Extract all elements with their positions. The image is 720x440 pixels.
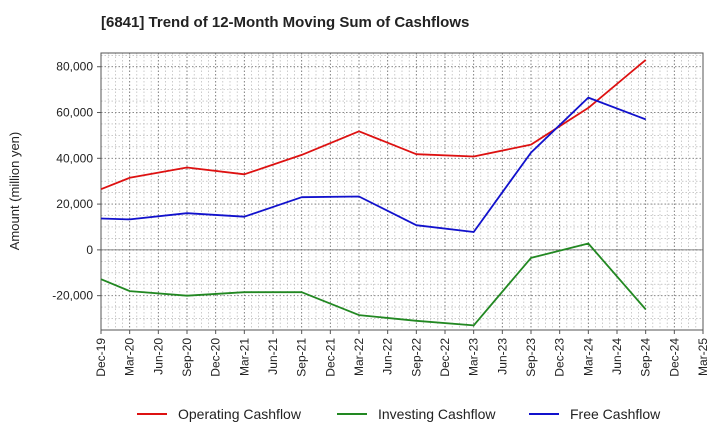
x-tick-label: Dec-19	[94, 338, 108, 377]
x-tick-label: Mar-20	[123, 338, 137, 376]
y-tick-label: 0	[86, 243, 93, 257]
x-tick-label: Mar-24	[581, 338, 595, 376]
x-tick-label: Jun-21	[266, 338, 280, 375]
series-lines	[100, 59, 647, 327]
y-tick-label: -20,000	[52, 289, 93, 303]
y-tick-label: 20,000	[56, 197, 93, 211]
x-tick-label: Dec-24	[667, 338, 681, 377]
x-tick-label: Dec-21	[323, 338, 337, 377]
y-axis-title: Amount (million yen)	[7, 132, 22, 251]
y-axis-ticks: 80,000 60,000 40,000 20,000 0 -20,000	[52, 60, 101, 303]
x-tick-label: Sep-22	[409, 338, 423, 377]
y-tick-label: 40,000	[56, 151, 93, 165]
x-tick-label: Dec-20	[209, 338, 223, 377]
x-tick-label: Jun-24	[610, 338, 624, 375]
x-tick-label: Mar-22	[352, 338, 366, 376]
x-tick-label: Sep-23	[524, 338, 538, 377]
y-tick-label: 60,000	[56, 106, 93, 120]
legend-label-operating-cashflow: Operating Cashflow	[178, 406, 302, 422]
x-tick-label: Dec-23	[553, 338, 567, 377]
x-tick-label: Mar-21	[237, 338, 251, 376]
chart-title: [6841] Trend of 12-Month Moving Sum of C…	[101, 14, 470, 31]
investing-cashflow-line	[100, 242, 647, 327]
grid-lines	[100, 53, 704, 331]
plot-frame	[100, 52, 704, 331]
legend-label-investing-cashflow: Investing Cashflow	[378, 406, 496, 422]
x-axis-ticks: Dec-19 Mar-20 Jun-20 Sep-20 Dec-20 Mar-21 Jun-…	[94, 330, 710, 377]
y-tick-label: 80,000	[56, 60, 93, 74]
free-cashflow-line	[100, 96, 647, 233]
x-tick-label: Sep-21	[295, 338, 309, 377]
x-tick-label: Jun-22	[381, 338, 395, 375]
x-tick-label: Jun-23	[495, 338, 509, 375]
x-tick-label: Jun-20	[151, 338, 165, 375]
x-tick-label: Sep-24	[639, 338, 653, 377]
x-tick-label: Mar-23	[467, 338, 481, 376]
x-tick-label: Mar-25	[696, 338, 710, 376]
x-tick-label: Sep-20	[180, 338, 194, 377]
legend-label-free-cashflow: Free Cashflow	[570, 406, 661, 422]
operating-cashflow-line	[100, 59, 647, 191]
legend: Operating Cashflow Investing Cashflow Free…	[137, 406, 661, 422]
x-tick-label: Dec-22	[438, 338, 452, 377]
